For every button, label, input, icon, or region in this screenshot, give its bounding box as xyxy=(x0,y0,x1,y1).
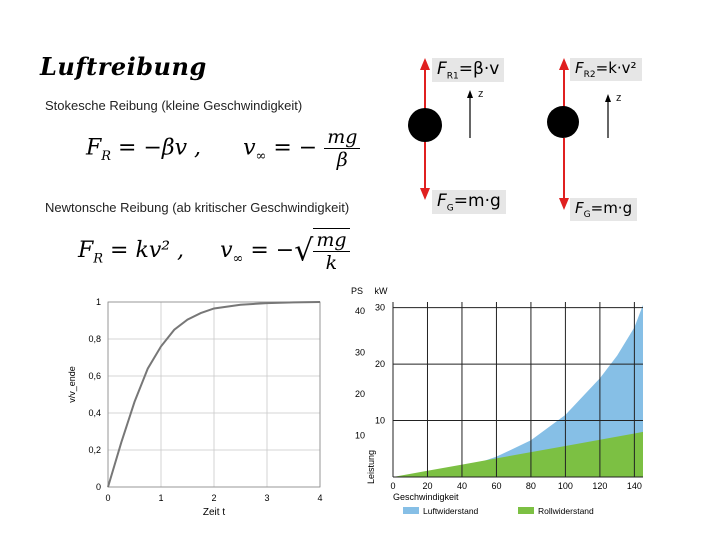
y-tick-label: 0,6 xyxy=(88,371,101,381)
x-tick-label: 80 xyxy=(526,481,536,491)
friction-arrowhead-icon xyxy=(420,58,430,70)
kw-unit-label: kW xyxy=(375,286,389,296)
stokes-fraction-numerator: mg xyxy=(324,126,361,149)
y-tick-label: 0,8 xyxy=(88,334,101,344)
newton-force-subscript: R xyxy=(93,251,104,267)
x-tick-label: 0 xyxy=(390,481,395,491)
stokes-velocity-equals: = − xyxy=(266,135,318,161)
ps-tick-label: 10 xyxy=(355,430,365,440)
z-arrowhead-icon xyxy=(605,94,611,102)
x-tick-label: 1 xyxy=(158,493,163,503)
y-tick-label: 0,4 xyxy=(88,408,101,418)
plot-frame xyxy=(107,301,321,488)
x-tick-label: 140 xyxy=(627,481,642,491)
force-arrows xyxy=(559,58,611,210)
gravity-subscript: G xyxy=(446,203,454,214)
kw-tick-label: 30 xyxy=(375,303,385,313)
falling-ball xyxy=(408,108,442,142)
friction-expression: =k·v² xyxy=(595,59,637,77)
ps-unit-label: PS xyxy=(351,286,363,296)
stokes-fraction-denominator: β xyxy=(336,149,348,171)
x-tick-label: 20 xyxy=(422,481,432,491)
legend-label-luftwiderstand: Luftwiderstand xyxy=(423,506,479,516)
x-axis-label: Geschwindigkeit xyxy=(393,492,459,502)
y-axis-label: Leistung xyxy=(366,450,376,484)
friction-subscript: R2 xyxy=(583,70,596,80)
y-axis-label: v/v_ende xyxy=(67,366,77,403)
kw-tick-label: 20 xyxy=(375,359,385,369)
ps-tick-label: 30 xyxy=(355,347,365,357)
gravity-subscript: G xyxy=(583,210,591,220)
x-tick-label: 60 xyxy=(491,481,501,491)
friction-symbol: F xyxy=(437,59,447,79)
legend-swatch-luftwiderstand xyxy=(403,507,419,514)
stokes-velocity-subscript: ∞ xyxy=(255,148,267,164)
stokes-force-diagram: FR1=β·v z FG=m·g xyxy=(406,50,516,220)
newton-force-diagram: FR2=k·v² z FG=m·g xyxy=(546,50,656,225)
z-axis-label: z xyxy=(616,92,622,104)
rollwiderstand-area xyxy=(393,431,643,477)
newton-fraction-denominator: k xyxy=(325,252,338,274)
friction-symbol: F xyxy=(575,59,584,77)
newton-description: Newtonsche Reibung (ab kritischer Geschw… xyxy=(45,200,350,215)
friction-arrowhead-icon xyxy=(559,58,569,70)
legend-swatch-rollwiderstand xyxy=(518,507,534,514)
velocity-time-chart: 0 1 2 3 4 0 0,2 0,4 0,6 0,8 1 Zeit t v/v_ende xyxy=(67,297,323,518)
stokes-force-symbol: F xyxy=(86,135,102,161)
newton-force-symbol: F xyxy=(78,238,94,263)
gravity-symbol: F xyxy=(437,191,447,211)
kw-tick-label: 10 xyxy=(375,416,385,426)
newton-velocity-equals: = − xyxy=(243,238,295,263)
gravity-arrowhead-icon xyxy=(420,188,430,200)
newton-formula: FR = kv² , v∞ = −√ mg k xyxy=(78,228,350,274)
x-axis-label: Zeit t xyxy=(203,507,225,518)
x-tick-label: 100 xyxy=(558,481,573,491)
friction-label: FR2=k·v² xyxy=(570,58,642,81)
y-tick-label: 1 xyxy=(96,297,101,307)
luftwiderstand-area xyxy=(393,304,643,477)
ps-tick-label: 40 xyxy=(355,306,365,316)
sqrt-icon: √ xyxy=(294,233,314,269)
force-arrows xyxy=(420,58,473,200)
gravity-expression: =m·g xyxy=(453,191,501,211)
newton-velocity-subscript: ∞ xyxy=(232,251,244,267)
x-tick-label: 2 xyxy=(211,493,216,503)
gravity-label: FG=m·g xyxy=(432,190,506,215)
ps-tick-label: 20 xyxy=(355,389,365,399)
stokes-formula: FR = −βv , v∞ = − mg β xyxy=(86,126,361,171)
velocity-curve xyxy=(107,301,321,488)
stokes-description: Stokesche Reibung (kleine Geschwindigkei… xyxy=(45,98,303,113)
falling-ball xyxy=(547,106,579,138)
z-arrowhead-icon xyxy=(467,90,473,98)
gravity-expression: =m·g xyxy=(590,199,633,217)
x-tick-label: 4 xyxy=(317,493,322,503)
y-tick-label: 0 xyxy=(96,482,101,492)
newton-velocity-symbol: v xyxy=(220,238,233,263)
x-tick-label: 3 xyxy=(264,493,269,503)
gravity-symbol: F xyxy=(575,199,584,217)
friction-label: FR1=β·v xyxy=(432,58,505,83)
y-tick-label: 0,2 xyxy=(88,445,101,455)
newton-fraction: mg k xyxy=(313,228,350,274)
newton-fraction-numerator: mg xyxy=(313,229,350,252)
z-axis-label: z xyxy=(478,88,484,100)
stokes-force-subscript: R xyxy=(101,148,112,164)
friction-subscript: R1 xyxy=(446,71,459,82)
stokes-force-rhs: = −βv , xyxy=(111,135,202,161)
newton-force-rhs: = kv² , xyxy=(103,238,185,263)
x-tick-label: 40 xyxy=(457,481,467,491)
legend-label-rollwiderstand: Rollwiderstand xyxy=(538,506,594,516)
gravity-label: FG=m·g xyxy=(570,198,638,221)
x-tick-label: 120 xyxy=(592,481,607,491)
friction-expression: =β·v xyxy=(458,59,500,79)
page-title: Luftreibung xyxy=(40,52,207,81)
stokes-fraction: mg β xyxy=(324,126,361,171)
x-tick-label: 0 xyxy=(105,493,110,503)
stokes-velocity-symbol: v xyxy=(243,135,256,161)
gravity-arrowhead-icon xyxy=(559,198,569,210)
power-chart: 0 20 40 60 80 100 120 140 10 20 30 10 20 30 40 PS kW Gesc… xyxy=(351,286,643,516)
